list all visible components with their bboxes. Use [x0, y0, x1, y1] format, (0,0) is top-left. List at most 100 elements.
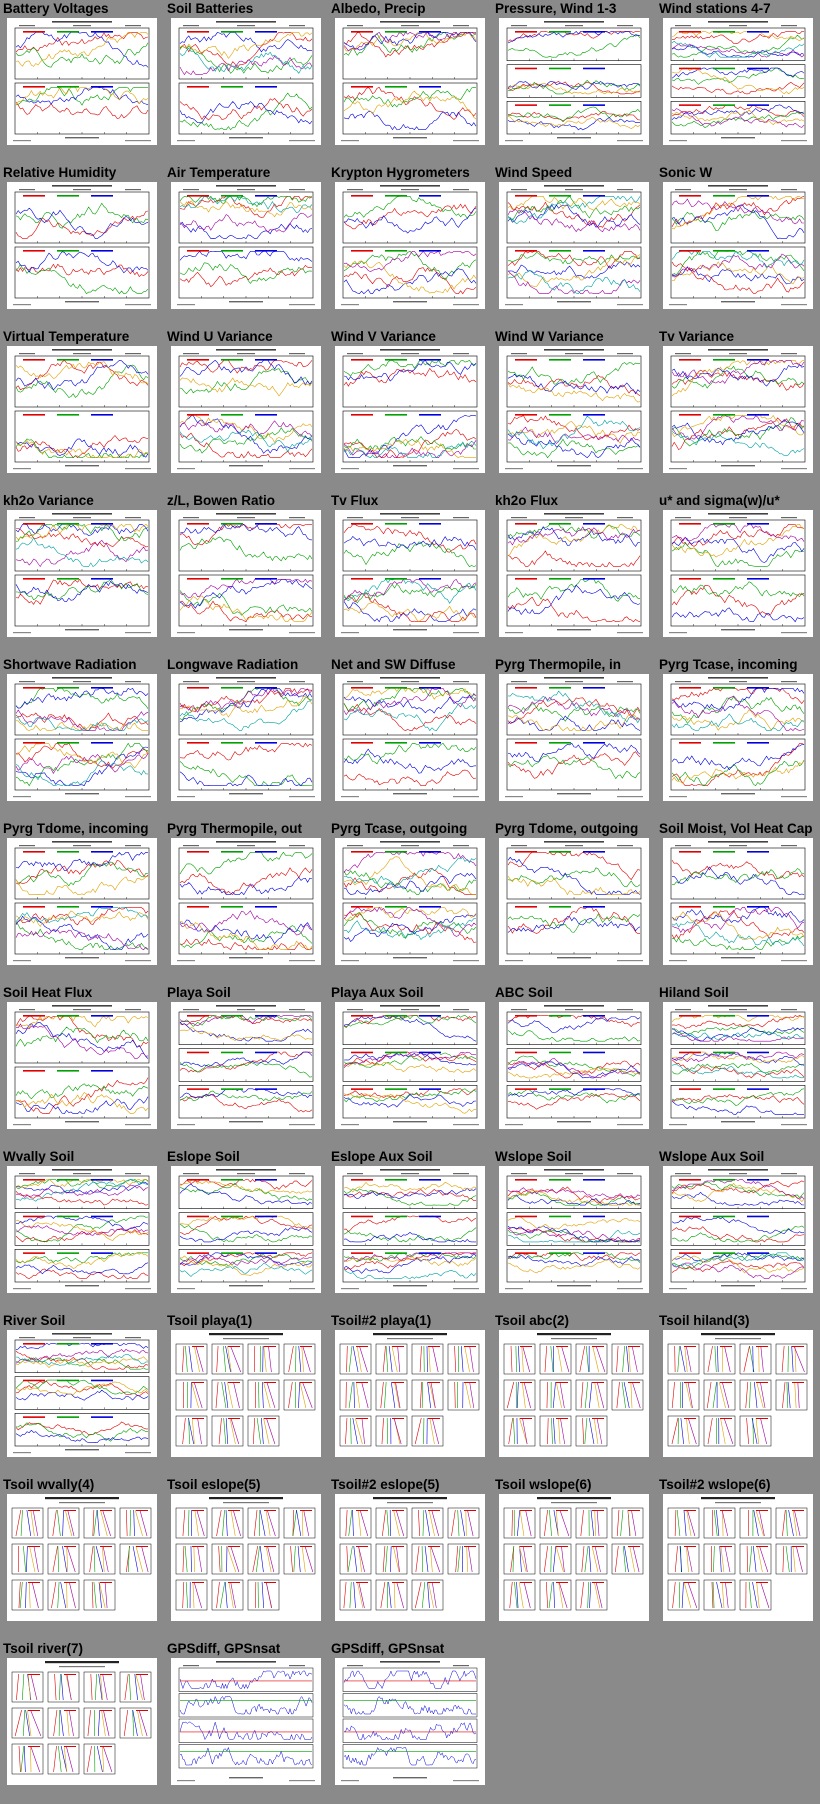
- plot-thumbnail[interactable]: [335, 346, 485, 473]
- plot-thumbnail[interactable]: [171, 838, 321, 965]
- plot-title-link[interactable]: Wind U Variance: [167, 329, 273, 344]
- plot-thumbnail[interactable]: [335, 1658, 485, 1785]
- plot-title-link[interactable]: Soil Heat Flux: [3, 985, 93, 1000]
- plot-title-link[interactable]: Tsoil wslope(6): [495, 1477, 592, 1492]
- plot-thumbnail[interactable]: [499, 1002, 649, 1129]
- plot-title-link[interactable]: Tsoil wvally(4): [3, 1477, 95, 1492]
- plot-title-link[interactable]: z/L, Bowen Ratio: [167, 493, 275, 508]
- plot-title-link[interactable]: Tsoil eslope(5): [167, 1477, 261, 1492]
- plot-thumbnail[interactable]: [171, 346, 321, 473]
- plot-thumbnail[interactable]: [335, 1166, 485, 1293]
- plot-title-link[interactable]: Pressure, Wind 1-3: [495, 1, 617, 16]
- plot-thumbnail[interactable]: [663, 1494, 813, 1621]
- plot-title-link[interactable]: Battery Voltages: [3, 1, 109, 16]
- plot-title-link[interactable]: Tsoil river(7): [3, 1641, 84, 1656]
- plot-title-link[interactable]: Tv Flux: [331, 493, 379, 508]
- plot-title-link[interactable]: Longwave Radiation: [167, 657, 299, 672]
- plot-title-link[interactable]: Wind V Variance: [331, 329, 436, 344]
- plot-thumbnail[interactable]: [499, 510, 649, 637]
- plot-thumbnail[interactable]: [663, 838, 813, 965]
- plot-thumbnail[interactable]: [7, 674, 157, 801]
- plot-thumbnail[interactable]: [7, 1166, 157, 1293]
- plot-title-link[interactable]: Air Temperature: [167, 165, 271, 180]
- plot-thumbnail[interactable]: [499, 1494, 649, 1621]
- plot-title-link[interactable]: kh2o Variance: [3, 493, 94, 508]
- plot-thumbnail[interactable]: [335, 674, 485, 801]
- plot-title-link[interactable]: Soil Batteries: [167, 1, 254, 16]
- plot-title-link[interactable]: Wind stations 4-7: [659, 1, 771, 16]
- plot-thumbnail[interactable]: [171, 182, 321, 309]
- plot-title-link[interactable]: GPSdiff, GPSnsat: [167, 1641, 281, 1656]
- plot-thumbnail[interactable]: [663, 18, 813, 145]
- plot-thumbnail[interactable]: [7, 838, 157, 965]
- plot-title-link[interactable]: Relative Humidity: [3, 165, 117, 180]
- plot-title-link[interactable]: Playa Soil: [167, 985, 231, 1000]
- plot-title-link[interactable]: Tsoil hiland(3): [659, 1313, 750, 1328]
- plot-thumbnail[interactable]: [171, 1002, 321, 1129]
- plot-thumbnail[interactable]: [7, 1002, 157, 1129]
- plot-title-link[interactable]: Hiland Soil: [659, 985, 729, 1000]
- plot-title-link[interactable]: Albedo, Precip: [331, 1, 426, 16]
- plot-title-link[interactable]: Pyrg Tcase, incoming: [659, 657, 798, 672]
- plot-thumbnail[interactable]: [171, 1658, 321, 1785]
- plot-title-link[interactable]: kh2o Flux: [495, 493, 559, 508]
- plot-thumbnail[interactable]: [335, 1330, 485, 1457]
- plot-title-link[interactable]: Wslope Soil: [495, 1149, 572, 1164]
- plot-title-link[interactable]: Eslope Soil: [167, 1149, 240, 1164]
- plot-title-link[interactable]: Pyrg Tdome, outgoing: [495, 821, 639, 836]
- plot-thumbnail[interactable]: [499, 1166, 649, 1293]
- plot-thumbnail[interactable]: [499, 182, 649, 309]
- plot-thumbnail[interactable]: [663, 346, 813, 473]
- plot-title-link[interactable]: Wvally Soil: [3, 1149, 75, 1164]
- plot-thumbnail[interactable]: [499, 18, 649, 145]
- plot-thumbnail[interactable]: [7, 1494, 157, 1621]
- plot-title-link[interactable]: Wind W Variance: [495, 329, 604, 344]
- plot-thumbnail[interactable]: [171, 674, 321, 801]
- plot-title-link[interactable]: Net and SW Diffuse: [331, 657, 456, 672]
- plot-title-link[interactable]: Playa Aux Soil: [331, 985, 424, 1000]
- plot-title-link[interactable]: Pyrg Thermopile, out: [167, 821, 303, 836]
- plot-title-link[interactable]: Tsoil abc(2): [495, 1313, 570, 1328]
- plot-thumbnail[interactable]: [663, 1166, 813, 1293]
- plot-thumbnail[interactable]: [7, 18, 157, 145]
- plot-title-link[interactable]: Wind Speed: [495, 165, 573, 180]
- plot-thumbnail[interactable]: [335, 1002, 485, 1129]
- plot-thumbnail[interactable]: [663, 1002, 813, 1129]
- plot-thumbnail[interactable]: [7, 346, 157, 473]
- plot-thumbnail[interactable]: [499, 838, 649, 965]
- plot-title-link[interactable]: ABC Soil: [495, 985, 553, 1000]
- plot-title-link[interactable]: Virtual Temperature: [3, 329, 130, 344]
- plot-title-link[interactable]: Krypton Hygrometers: [331, 165, 470, 180]
- plot-title-link[interactable]: u* and sigma(w)/u*: [659, 493, 780, 508]
- plot-title-link[interactable]: Shortwave Radiation: [3, 657, 137, 672]
- plot-title-link[interactable]: GPSdiff, GPSnsat: [331, 1641, 445, 1656]
- plot-thumbnail[interactable]: [171, 1166, 321, 1293]
- plot-title-link[interactable]: Tsoil#2 wslope(6): [659, 1477, 771, 1492]
- plot-thumbnail[interactable]: [663, 182, 813, 309]
- plot-thumbnail[interactable]: [171, 18, 321, 145]
- plot-thumbnail[interactable]: [499, 674, 649, 801]
- plot-title-link[interactable]: River Soil: [3, 1313, 66, 1328]
- plot-thumbnail[interactable]: [663, 674, 813, 801]
- plot-thumbnail[interactable]: [7, 182, 157, 309]
- plot-thumbnail[interactable]: [499, 1330, 649, 1457]
- plot-title-link[interactable]: Soil Moist, Vol Heat Cap: [659, 821, 813, 836]
- plot-title-link[interactable]: Sonic W: [659, 165, 713, 180]
- plot-title-link[interactable]: Wslope Aux Soil: [659, 1149, 765, 1164]
- plot-title-link[interactable]: Tsoil#2 playa(1): [331, 1313, 432, 1328]
- plot-thumbnail[interactable]: [171, 1494, 321, 1621]
- plot-thumbnail[interactable]: [171, 510, 321, 637]
- plot-thumbnail[interactable]: [335, 510, 485, 637]
- plot-thumbnail[interactable]: [335, 182, 485, 309]
- plot-thumbnail[interactable]: [499, 346, 649, 473]
- plot-thumbnail[interactable]: [663, 1330, 813, 1457]
- plot-title-link[interactable]: Eslope Aux Soil: [331, 1149, 433, 1164]
- plot-thumbnail[interactable]: [7, 510, 157, 637]
- plot-thumbnail[interactable]: [335, 838, 485, 965]
- plot-thumbnail[interactable]: [7, 1330, 157, 1457]
- plot-title-link[interactable]: Tsoil#2 eslope(5): [331, 1477, 440, 1492]
- plot-title-link[interactable]: Tsoil playa(1): [167, 1313, 253, 1328]
- plot-title-link[interactable]: Tv Variance: [659, 329, 735, 344]
- plot-thumbnail[interactable]: [335, 1494, 485, 1621]
- plot-title-link[interactable]: Pyrg Tcase, outgoing: [331, 821, 468, 836]
